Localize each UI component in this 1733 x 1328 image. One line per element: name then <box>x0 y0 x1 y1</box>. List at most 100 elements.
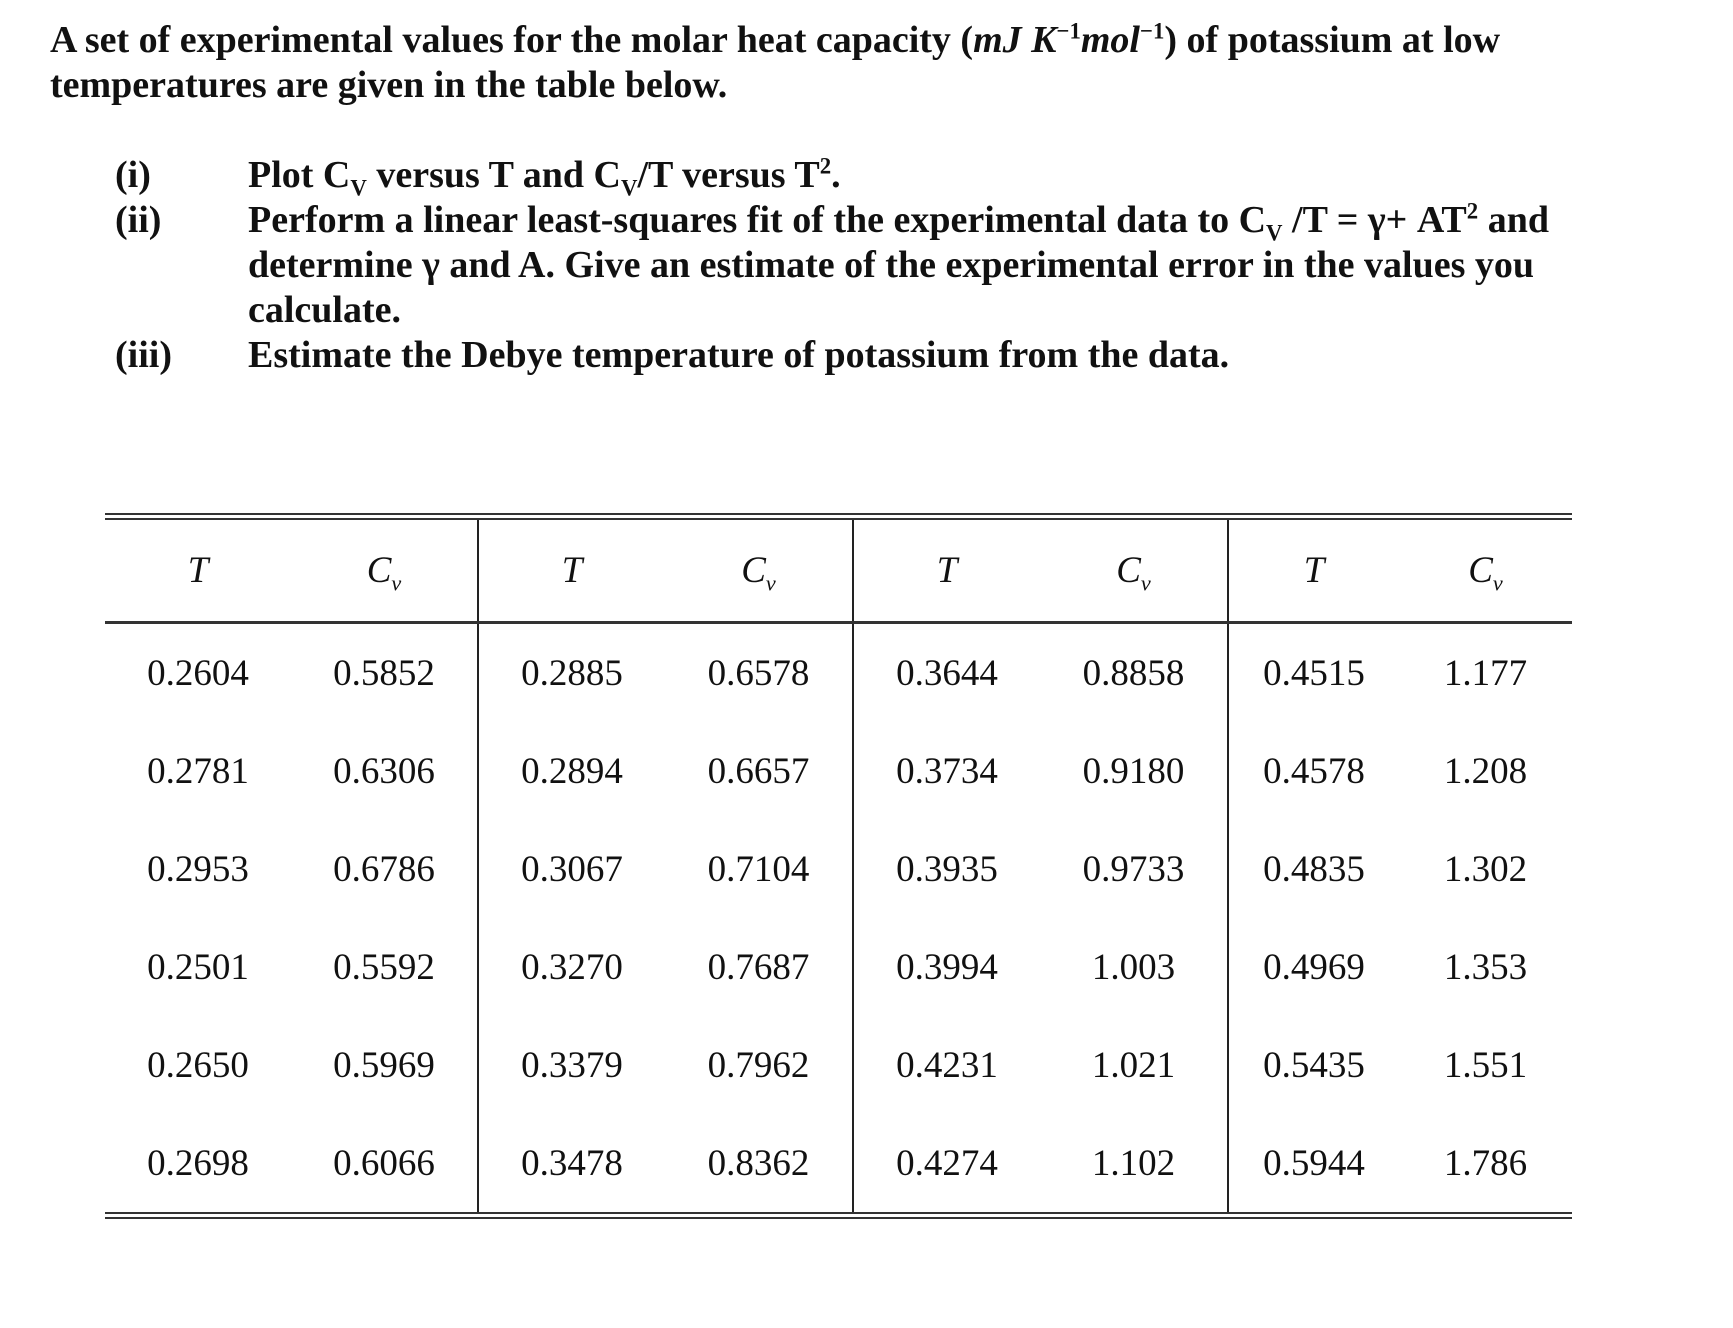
table-body: 0.2604 0.5852 0.2885 0.6578 0.3644 0.8858 0.45… <box>105 622 1572 1216</box>
table-cell: 0.2604 <box>147 652 249 694</box>
table-cell: 0.6657 <box>665 722 854 820</box>
header-text: T <box>187 550 209 591</box>
column-header: Cv <box>291 516 479 624</box>
header-text: C <box>741 550 766 591</box>
column-header: T <box>853 516 1040 624</box>
item-text: Estimate the Debye temperature of potass… <box>248 333 1635 378</box>
table-cell: 0.5944 <box>1263 1142 1365 1184</box>
table-cell: 0.3644 <box>896 652 998 694</box>
table-cell: 0.2650 <box>147 1044 249 1086</box>
table-cell: 0.9180 <box>1040 722 1229 820</box>
question-item: (ii) Perform a linear least-squares fit o… <box>115 198 1635 333</box>
text-run: Plot C <box>248 154 351 196</box>
table-cell: 0.6306 <box>291 722 479 820</box>
table-cell: 0.4578 <box>1263 750 1365 792</box>
text-run: −1 <box>1056 18 1081 44</box>
text-run: V <box>1266 220 1283 246</box>
data-table: T Cv T Cv T Cv T Cv 0.2604 0.5852 0.2885 0.6578 0.3… <box>105 513 1572 1219</box>
table-cell: 0.5969 <box>291 1016 479 1114</box>
column-header: Cv <box>665 516 854 624</box>
header-text: C <box>1468 550 1493 591</box>
text-run: 2 <box>1466 198 1479 224</box>
text-run: V <box>620 175 638 201</box>
intro: A set of experimental values for the mol… <box>50 18 1610 108</box>
table-cell: 1.208 <box>1443 750 1528 792</box>
table-cell: 0.3734 <box>896 750 998 792</box>
table-row: 0.2698 0.6066 0.3478 0.8362 0.4274 1.102 0.594… <box>105 1114 1572 1216</box>
column-header: Cv <box>1399 516 1572 624</box>
header-text: T <box>936 550 958 591</box>
table-cell: 0.2885 <box>521 652 623 694</box>
table-cell: 0.2698 <box>147 1142 249 1184</box>
table-cell: 1.177 <box>1443 652 1528 694</box>
text-run: Perform a linear least-squares fit of th… <box>248 199 1267 241</box>
text-run: A set of experimental values for the mol… <box>50 19 974 61</box>
header-subscript: v <box>1140 570 1151 596</box>
question-list: (i) Plot CV versus T and CV/T versus T2.(… <box>115 153 1635 378</box>
table-cell: 0.4969 <box>1263 946 1365 988</box>
text-run: mol <box>1080 19 1140 61</box>
table-cell: 0.3067 <box>521 848 623 890</box>
table-cell: 0.3270 <box>521 946 623 988</box>
table-cell: 0.6578 <box>665 622 854 722</box>
table-row: 0.2953 0.6786 0.3067 0.7104 0.3935 0.9733 0.48… <box>105 820 1572 918</box>
header-text: C <box>1116 550 1141 591</box>
table-row: 0.2604 0.5852 0.2885 0.6578 0.3644 0.8858 0.45… <box>105 622 1572 722</box>
item-text: Perform a linear least-squares fit of th… <box>248 198 1635 333</box>
column-header: Cv <box>1040 516 1229 624</box>
table-cell: 0.8858 <box>1040 622 1229 722</box>
header-text: T <box>561 550 583 591</box>
table-cell: 0.2894 <box>521 750 623 792</box>
table-cell: 0.2501 <box>147 946 249 988</box>
header-text: C <box>366 550 392 591</box>
text-run: −1 <box>1140 18 1165 44</box>
text-run: /T versus T <box>637 154 820 196</box>
table-cell: 0.2781 <box>147 750 249 792</box>
table-cell: 0.4515 <box>1263 652 1365 694</box>
table-cell: 0.7687 <box>665 918 854 1016</box>
table-cell: 0.4274 <box>896 1142 998 1184</box>
text-run: Estimate the Debye temperature of potass… <box>248 334 1230 376</box>
item-marker: (iii) <box>115 334 172 376</box>
table-cell: 0.3994 <box>896 946 998 988</box>
table-cell: 1.353 <box>1443 946 1528 988</box>
table-cell: 1.786 <box>1443 1142 1528 1184</box>
table-cell: 1.003 <box>1040 918 1229 1016</box>
table-cell: 1.102 <box>1040 1114 1229 1216</box>
text-run: V <box>350 175 367 201</box>
table-cell: 1.302 <box>1443 848 1528 890</box>
item-marker: (i) <box>115 154 151 196</box>
table-cell: 0.6066 <box>291 1114 479 1216</box>
text-run: mJ K <box>973 19 1057 61</box>
table-cell: 0.4231 <box>896 1044 998 1086</box>
header-row: T Cv T Cv T Cv T Cv <box>105 516 1572 624</box>
table-cell: 0.8362 <box>665 1114 854 1216</box>
column-header: T <box>105 516 291 624</box>
column-header: T <box>478 516 665 624</box>
header-subscript: v <box>1492 570 1503 596</box>
header-subscript: v <box>391 570 402 596</box>
table-cell: 0.5852 <box>291 622 479 722</box>
table-row: 0.2501 0.5592 0.3270 0.7687 0.3994 1.003 0.496… <box>105 918 1572 1016</box>
text-run: and determine γ and A. Give an estimate … <box>248 199 1549 331</box>
table-cell: 1.551 <box>1443 1044 1528 1086</box>
table-cell: 0.3478 <box>521 1142 623 1184</box>
table-cell: 0.5435 <box>1263 1044 1365 1086</box>
item-text: Plot CV versus T and CV/T versus T2. <box>248 153 1635 201</box>
table-cell: 0.3379 <box>521 1044 623 1086</box>
table-cell: 0.3935 <box>896 848 998 890</box>
table-row: 0.2650 0.5969 0.3379 0.7962 0.4231 1.021 0.543… <box>105 1016 1572 1114</box>
header-subscript: v <box>765 570 776 596</box>
table-cell: 0.6786 <box>291 820 479 918</box>
table-cell: 0.9733 <box>1040 820 1229 918</box>
table-cell: 0.5592 <box>291 918 479 1016</box>
header-text: T <box>1303 550 1325 591</box>
text-run: ) of potassium at low temperatures are g… <box>50 19 1501 106</box>
table-cell: 0.7962 <box>665 1016 854 1114</box>
text-run: 2 <box>819 153 832 179</box>
column-header: T <box>1228 516 1399 624</box>
table-cell: 1.021 <box>1040 1016 1229 1114</box>
table-row: 0.2781 0.6306 0.2894 0.6657 0.3734 0.9180 0.45… <box>105 722 1572 820</box>
text-run: /T = γ+ AT <box>1282 199 1467 241</box>
